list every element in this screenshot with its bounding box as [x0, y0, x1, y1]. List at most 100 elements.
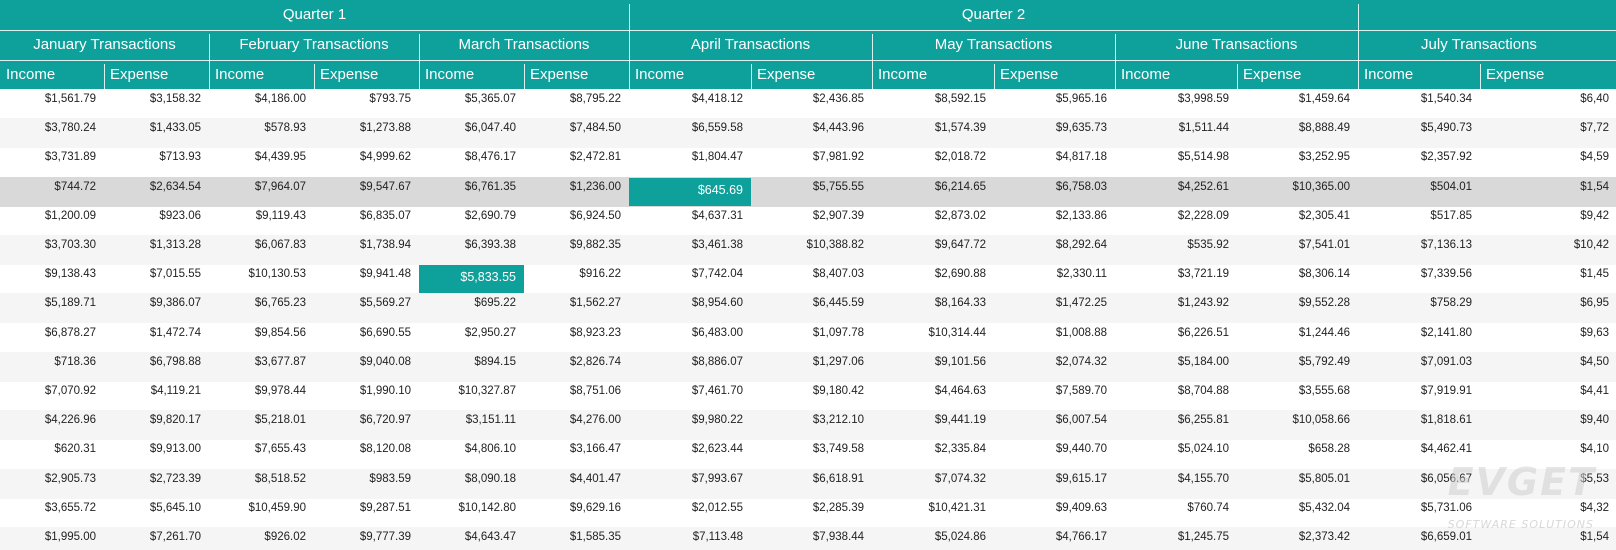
expense-cell[interactable]: $5,53	[1580, 472, 1609, 485]
income-cell[interactable]: $2,623.44	[691, 443, 743, 456]
income-cell[interactable]: $1,818.61	[1420, 414, 1472, 427]
table-row-selected[interactable]: $744.72 $2,634.54 $7,964.07 $9,547.67 $6,761…	[0, 176, 1616, 207]
income-cell[interactable]: $7,091.03	[1420, 355, 1472, 368]
income-cell[interactable]: $4,252.61	[1177, 180, 1229, 193]
income-cell[interactable]: $1,561.79	[44, 93, 96, 105]
income-cell[interactable]: $5,189.71	[44, 297, 96, 310]
income-cell[interactable]: $3,677.87	[254, 355, 306, 368]
income-cell[interactable]: $8,090.18	[464, 472, 516, 485]
table-row[interactable]: $3,731.89 $713.93 $4,439.95 $4,999.62 $8,476…	[0, 147, 1616, 177]
income-cell[interactable]: $7,136.13	[1420, 239, 1472, 251]
income-cell[interactable]: $7,993.67	[691, 472, 743, 485]
expense-cell[interactable]: $2,285.39	[812, 501, 864, 514]
income-cell[interactable]: $9,854.56	[254, 326, 306, 339]
expense-cell[interactable]: $5,965.16	[1055, 93, 1107, 105]
income-cell[interactable]: $1,243.92	[1177, 297, 1229, 310]
income-cell[interactable]: $4,462.41	[1420, 443, 1472, 456]
table-row[interactable]: $7,070.92 $4,119.21 $9,978.44 $1,990.10 $10,…	[0, 381, 1616, 411]
table-row[interactable]: $2,905.73 $2,723.39 $8,518.52 $983.59 $8,090…	[0, 468, 1616, 499]
expense-cell[interactable]: $8,306.14	[1298, 268, 1350, 281]
expense-cell[interactable]: $9,882.35	[569, 239, 621, 251]
income-cell[interactable]: $3,780.24	[44, 122, 96, 135]
expense-cell[interactable]: $9,941.48	[359, 268, 411, 281]
expense-cell[interactable]: $2,472.81	[569, 151, 621, 164]
expense-cell[interactable]: $3,749.58	[812, 443, 864, 456]
expense-cell[interactable]: $923.06	[159, 209, 201, 222]
income-cell[interactable]: $3,998.59	[1177, 93, 1229, 105]
expense-cell[interactable]: $1,54	[1580, 180, 1609, 193]
income-cell[interactable]: $6,878.27	[44, 326, 96, 339]
income-cell[interactable]: $4,186.00	[254, 93, 306, 105]
expense-cell[interactable]: $10,058.66	[1292, 414, 1350, 427]
income-cell[interactable]: $9,138.43	[44, 268, 96, 281]
income-cell[interactable]: $2,228.09	[1177, 209, 1229, 222]
income-cell[interactable]: $2,690.88	[934, 268, 986, 281]
expense-cell[interactable]: $4,41	[1580, 385, 1609, 397]
income-cell[interactable]: $6,559.58	[691, 122, 743, 135]
table-row[interactable]: $5,189.71 $9,386.07 $6,765.23 $5,569.27 $695…	[0, 293, 1616, 324]
expense-cell[interactable]: $9,440.70	[1055, 443, 1107, 456]
income-cell[interactable]: $760.74	[1187, 501, 1229, 514]
income-cell[interactable]: $4,643.47	[464, 531, 516, 543]
income-cell[interactable]: $926.02	[264, 531, 306, 543]
expense-cell[interactable]: $1,45	[1580, 268, 1609, 281]
table-row[interactable]: $1,200.09 $923.06 $9,119.43 $6,835.07 $2,690…	[0, 206, 1616, 236]
income-cell[interactable]: $8,592.15	[934, 93, 986, 105]
expense-cell[interactable]: $9,552.28	[1298, 297, 1350, 310]
expense-cell[interactable]: $4,443.96	[812, 122, 864, 135]
expense-cell[interactable]: $7,484.50	[569, 122, 621, 135]
income-cell[interactable]: $4,806.10	[464, 443, 516, 456]
income-cell[interactable]: $10,421.31	[928, 501, 986, 514]
expense-cell[interactable]: $3,252.95	[1298, 151, 1350, 164]
income-cell[interactable]: $4,439.95	[254, 151, 306, 164]
expense-cell[interactable]: $9,287.51	[359, 501, 411, 514]
income-cell[interactable]: $5,024.10	[1177, 443, 1229, 456]
expense-cell[interactable]: $9,40	[1580, 414, 1609, 427]
expense-cell[interactable]: $4,999.62	[359, 151, 411, 164]
income-cell[interactable]: $4,464.63	[934, 385, 986, 397]
expense-cell[interactable]: $1,54	[1580, 531, 1609, 543]
income-cell[interactable]: $9,119.43	[255, 209, 306, 222]
expense-cell[interactable]: $8,795.22	[569, 93, 621, 105]
expense-cell[interactable]: $916.22	[579, 268, 621, 281]
income-cell[interactable]: $10,142.80	[458, 501, 516, 514]
expense-cell[interactable]: $6,758.03	[1055, 180, 1107, 193]
expense-cell[interactable]: $6,40	[1580, 93, 1609, 105]
expense-cell[interactable]: $1,297.06	[812, 355, 864, 368]
table-row[interactable]: $3,703.30 $1,313.28 $6,067.83 $1,738.94 $6,3…	[0, 235, 1616, 265]
expense-cell[interactable]: $3,555.68	[1298, 385, 1350, 397]
income-cell[interactable]: $5,365.07	[464, 93, 516, 105]
table-row[interactable]: $3,655.72 $5,645.10 $10,459.90 $9,287.51 $10…	[0, 498, 1616, 528]
expense-cell[interactable]: $1,585.35	[569, 531, 621, 543]
income-cell[interactable]: $3,461.38	[691, 239, 743, 251]
income-cell[interactable]: $5,024.86	[934, 531, 986, 543]
expense-cell[interactable]: $9,180.42	[812, 385, 864, 397]
expense-cell[interactable]: $2,133.86	[1055, 209, 1107, 222]
expense-cell[interactable]: $6,95	[1580, 297, 1609, 310]
income-cell[interactable]: $9,978.44	[254, 385, 306, 397]
income-cell[interactable]: $7,339.56	[1420, 268, 1472, 281]
income-cell[interactable]: $894.15	[474, 355, 516, 368]
expense-cell[interactable]: $2,330.11	[1056, 268, 1107, 281]
income-cell[interactable]: $9,101.56	[934, 355, 986, 368]
income-cell[interactable]: $517.85	[1430, 209, 1472, 222]
income-cell[interactable]: $7,070.92	[44, 385, 96, 397]
expense-cell[interactable]: $1,313.28	[149, 239, 201, 251]
income-cell[interactable]: $6,483.00	[691, 326, 743, 339]
expense-cell[interactable]: $713.93	[159, 151, 201, 164]
income-cell[interactable]: $4,637.31	[691, 209, 743, 222]
income-cell[interactable]: $620.31	[54, 443, 96, 456]
expense-cell[interactable]: $4,59	[1580, 151, 1609, 164]
expense-cell[interactable]: $2,373.42	[1298, 531, 1350, 543]
income-cell[interactable]: $1,995.00	[44, 531, 96, 543]
income-cell[interactable]: $2,018.72	[934, 151, 986, 164]
expense-cell[interactable]: $9,777.39	[359, 531, 411, 543]
income-cell[interactable]: $5,514.98	[1177, 151, 1229, 164]
expense-cell[interactable]: $6,798.88	[149, 355, 201, 368]
income-cell[interactable]: $1,511.44	[1178, 122, 1229, 135]
income-cell[interactable]: $6,761.35	[464, 180, 516, 193]
income-cell[interactable]: $7,919.91	[1420, 385, 1472, 397]
income-cell[interactable]: $8,518.52	[254, 472, 306, 485]
expense-cell[interactable]: $2,305.41	[1298, 209, 1350, 222]
expense-cell[interactable]: $6,720.97	[359, 414, 411, 427]
